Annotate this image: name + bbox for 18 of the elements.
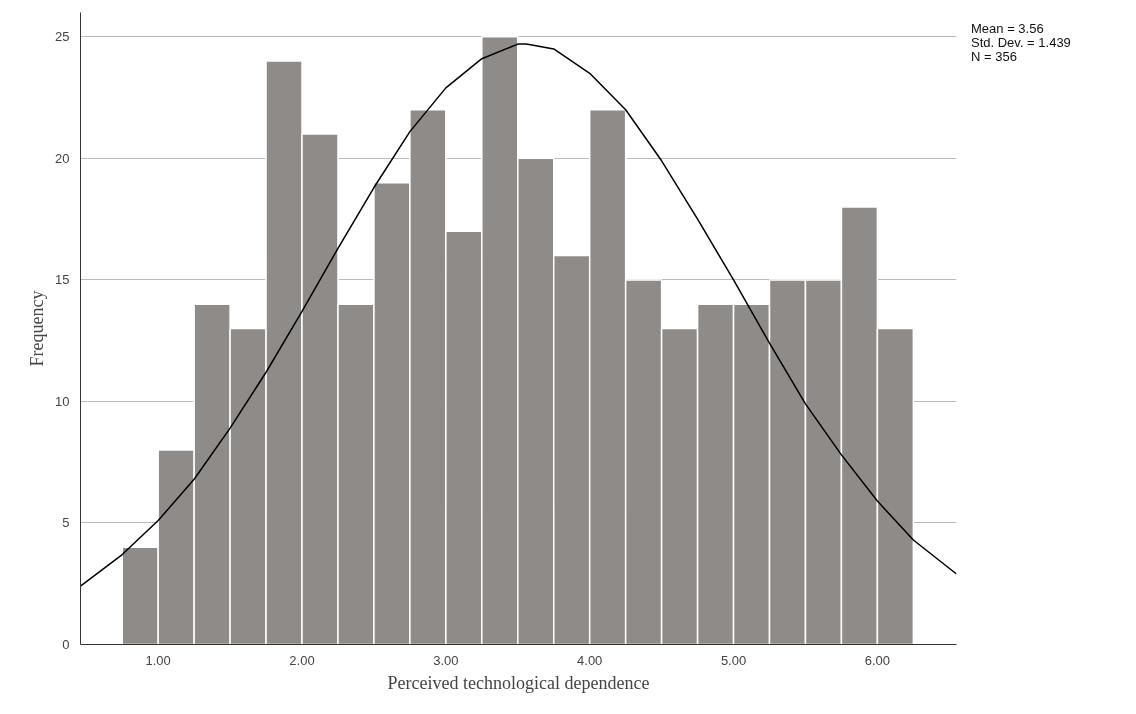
y-tick-label: 0	[62, 637, 70, 652]
x-tick-label: 5.00	[720, 652, 747, 668]
y-tick-label: 25	[55, 29, 70, 45]
x-axis-title: Perceived technological dependence	[387, 672, 650, 693]
text: Std. Dev. = 1.439	[971, 35, 1071, 50]
y-tick-label: 5	[62, 515, 70, 531]
x-tick-label: 2.00	[289, 652, 315, 668]
x-tick-label: 3.00	[433, 652, 459, 668]
text: Mean = 3.56	[971, 21, 1044, 36]
text: N = 356	[971, 49, 1017, 64]
x-tick-label: 6.00	[864, 652, 891, 668]
line-series	[80, 43, 957, 587]
x-tick-label: 1.00	[145, 652, 171, 668]
y-tick-label: 15	[55, 272, 70, 288]
y-tick-label: 20	[55, 150, 70, 166]
y-tick-label: 10	[55, 393, 70, 409]
x-tick-label: 4.00	[577, 652, 603, 668]
y-axis-title: Frequency	[27, 290, 48, 367]
